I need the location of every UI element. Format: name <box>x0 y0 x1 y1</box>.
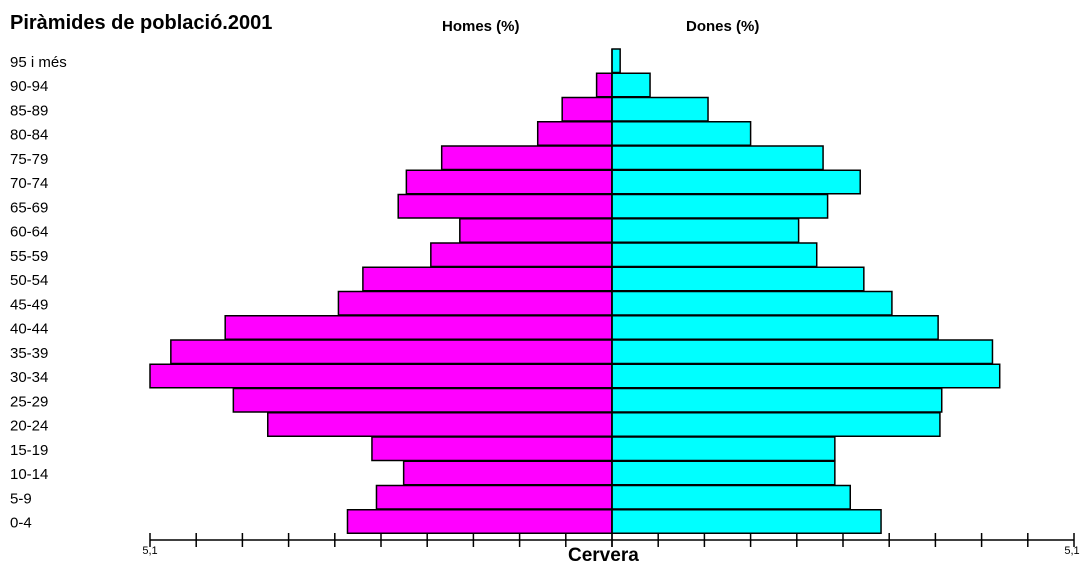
age-label: 30-34 <box>10 369 48 386</box>
bar-men-45-49 <box>337 290 613 316</box>
age-label: 85-89 <box>10 102 48 119</box>
x-axis-title: Cervera <box>568 545 639 566</box>
women-bars <box>611 48 1001 534</box>
age-label: 0-4 <box>10 515 32 532</box>
bar-men-35-39 <box>170 339 613 365</box>
bar-women-20-24 <box>611 412 941 437</box>
age-label: 65-69 <box>10 199 48 216</box>
bar-women-90-94 <box>611 72 651 98</box>
bar-men-25-29 <box>232 387 613 413</box>
bar-men-70-74 <box>405 169 613 195</box>
age-label: 10-14 <box>10 466 48 483</box>
age-label: 40-44 <box>10 321 48 338</box>
age-label: 70-74 <box>10 175 48 192</box>
x-axis: 5,1 5,1 <box>142 49 1080 557</box>
bar-men-20-24 <box>267 412 613 437</box>
bar-women-80-84 <box>611 121 752 146</box>
x-tick-label-right: 5,1 <box>1064 545 1079 557</box>
women-header: Dones (%) <box>686 18 760 35</box>
bar-men-55-59 <box>430 242 613 268</box>
age-label: 15-19 <box>10 442 48 459</box>
age-label: 5-9 <box>10 490 32 507</box>
bar-men-40-44 <box>224 315 613 340</box>
bar-men-85-89 <box>561 96 613 122</box>
age-label: 60-64 <box>10 224 48 241</box>
bar-women-10-14 <box>611 460 836 486</box>
bar-women-15-19 <box>611 436 836 462</box>
bar-men-10-14 <box>402 460 613 486</box>
bar-men-60-64 <box>459 218 613 243</box>
bar-women-60-64 <box>611 218 800 243</box>
bar-men-75-79 <box>440 145 613 171</box>
age-label: 90-94 <box>10 78 48 95</box>
bar-men-65-69 <box>397 193 613 219</box>
bar-women-40-44 <box>611 315 939 340</box>
bar-men-15-19 <box>371 436 613 462</box>
bar-women-30-34 <box>611 363 1001 389</box>
bar-women-25-29 <box>611 387 943 413</box>
chart-title: Piràmides de població.2001 <box>10 12 273 34</box>
bar-men-90-94 <box>595 72 613 98</box>
age-label: 20-24 <box>10 418 48 435</box>
age-label: 95 i més <box>10 54 67 71</box>
age-label: 50-54 <box>10 272 48 289</box>
bar-women-85-89 <box>611 96 709 122</box>
age-labels: 0-4 5-9 10-14 15-19 20-24 25-29 30-34 35-39 40-4… <box>10 54 67 532</box>
bar-men-5-9 <box>375 484 613 510</box>
age-label: 45-49 <box>10 296 48 313</box>
bar-women-70-74 <box>611 169 861 195</box>
age-label: 55-59 <box>10 248 48 265</box>
bar-men-0-4 <box>346 509 613 534</box>
bar-men-30-34 <box>149 363 613 389</box>
bar-women-65-69 <box>611 193 829 219</box>
age-label: 35-39 <box>10 345 48 362</box>
bar-women-95 i més <box>611 48 621 74</box>
bar-women-0-4 <box>611 509 882 534</box>
men-header: Homes (%) <box>442 18 520 35</box>
bar-women-35-39 <box>611 339 994 365</box>
bar-men-80-84 <box>536 121 613 146</box>
age-label: 25-29 <box>10 393 48 410</box>
bar-women-50-54 <box>611 266 865 292</box>
bar-women-55-59 <box>611 242 818 268</box>
bar-men-50-54 <box>362 266 613 292</box>
bar-women-5-9 <box>611 484 851 510</box>
bar-women-45-49 <box>611 290 893 316</box>
men-bars <box>149 72 613 534</box>
bar-women-75-79 <box>611 145 824 171</box>
age-label: 80-84 <box>10 127 48 144</box>
x-tick-label-left: 5,1 <box>142 545 157 557</box>
age-label: 75-79 <box>10 151 48 168</box>
